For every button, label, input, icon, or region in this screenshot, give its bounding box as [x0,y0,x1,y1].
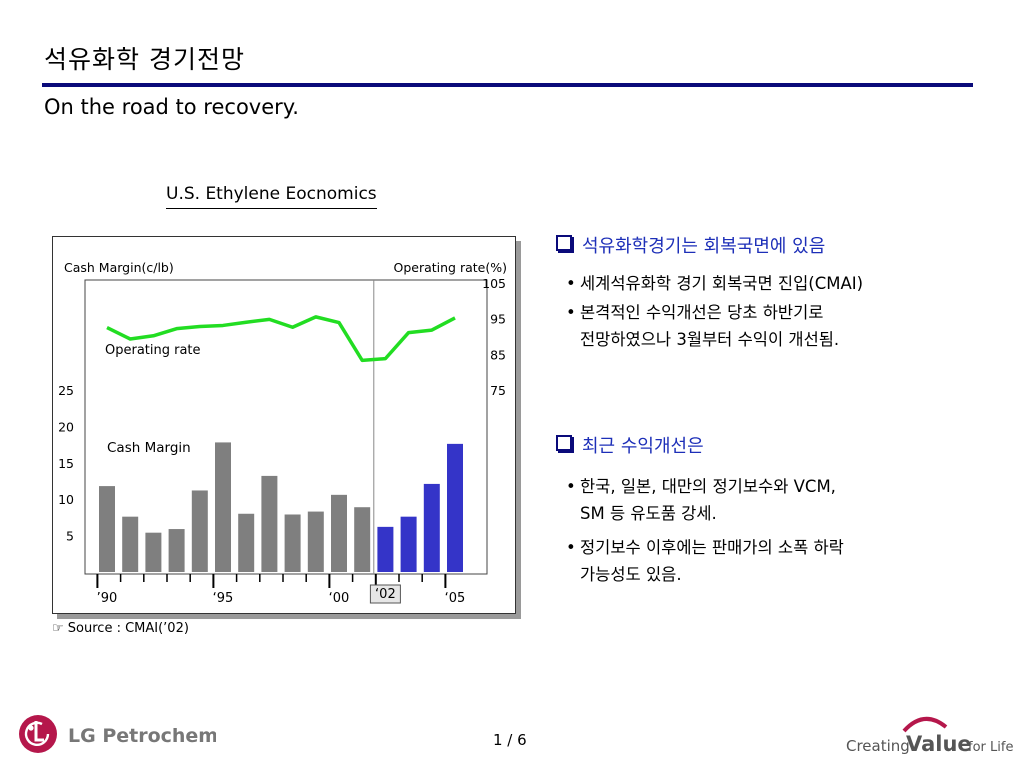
cash-margin-bar [191,490,208,572]
swoosh-icon [902,717,948,733]
right-tick-label: 85 [490,347,506,362]
title-divider [42,83,973,87]
x-tick-label: ’90 [97,591,118,606]
section-1-item-2: • 본격적인 수익개선은 당초 하반기로 전망하였으나 3월부터 수익이 개선됨. [566,299,839,353]
section-1-heading: 석유화학경기는 회복국면에 있음 [556,232,825,258]
list-item-line: • 세계석유화학 경기 회복국면 진입(CMAI) [566,274,864,293]
logo-text: LG Petrochem [68,725,216,747]
cash-margin-bar [423,483,440,572]
cash-margin-bar [307,511,324,572]
cash-margin-bar [168,529,185,572]
page-number: 1 / 6 [493,731,527,749]
plot-area [84,279,488,575]
cash-margin-bar [331,494,347,572]
section-2-item-1: • 한국, 일본, 대만의 정기보수와 VCM, SM 등 유도품 강세. [566,473,836,527]
x-tick-label: ‘00 [329,591,350,606]
page-title: 석유화학 경기전망 [44,45,245,74]
left-tick-label: 15 [58,456,74,471]
list-item-line: 가능성도 있음. [580,565,682,584]
checkbox-bullet-icon [556,435,572,451]
source-note: ☞ Source : CMAI(’02) [52,621,189,636]
highlight-year-box [369,584,401,604]
x-tick-label: ‘05 [445,591,466,606]
section-2-item-2: • 정기보수 이후에는 판매가의 소폭 하락 가능성도 있음. [566,534,844,588]
bar-series-label: Cash Margin [107,440,191,456]
chart-title: U.S. Ethylene Eocnomics [166,184,377,209]
checkbox-bullet-icon [556,235,572,251]
cash-margin-bar [261,475,278,572]
slogan-prefix: Creating [846,737,910,755]
operating-rate-line [106,315,456,363]
left-tick-label: 20 [58,419,74,434]
x-tick-label: ‘02 [375,587,396,602]
lg-petrochem-logo: LG Petrochem [16,712,218,760]
cash-margin-bar [284,514,301,572]
cash-margin-bar [447,443,463,572]
cash-margin-bar [122,516,139,572]
list-item-line: • 한국, 일본, 대만의 정기보수와 VCM, [566,477,836,496]
page-subtitle: On the road to recovery. [44,95,299,119]
cash-margin-bar [377,526,394,572]
left-tick-label: 5 [66,529,74,544]
lg-face-icon [19,715,57,753]
cash-margin-bar [145,532,162,572]
left-axis-title: Cash Margin(c/lb) [64,260,174,275]
right-axis-title: Operating rate(%) [394,260,508,275]
list-item-line: 전망하였으나 3월부터 수익이 개선됨. [580,330,840,349]
list-item-line: • 본격적인 수익개선은 당초 하반기로 [566,303,824,322]
section-1-heading-text: 석유화학경기는 회복국면에 있음 [582,236,826,257]
section-2-heading: 최근 수익개선은 [556,432,704,458]
right-tick-label: 95 [490,312,506,327]
slogan-logo: Creating Value for Life [846,713,1016,761]
left-tick-label: 10 [58,492,74,507]
left-tick-label: 25 [58,383,74,398]
section-2-heading-text: 최근 수익개선은 [582,436,704,457]
ethylene-economics-chart: Cash Margin(c/lb) Operating rate(%) 25 20 15… [58,260,508,606]
cash-margin-bar [400,516,417,572]
cash-margin-bar [215,442,231,572]
right-tick-label: 75 [490,383,506,398]
list-item-line: • 정기보수 이후에는 판매가의 소폭 하락 [566,538,844,557]
right-tick-label: 105 [482,276,506,291]
list-item-line: SM 등 유도품 강세. [580,504,717,523]
cash-margin-bar [354,507,371,572]
slogan-suffix: for Life [968,740,1013,755]
x-tick-label: ‘95 [213,591,234,606]
slogan-value: Value [906,732,972,756]
cash-margin-bar [238,513,255,572]
section-1-item-1: • 세계석유화학 경기 회복국면 진입(CMAI) [566,270,863,297]
cash-margin-bar [99,486,115,572]
line-series-label: Operating rate [105,343,201,358]
